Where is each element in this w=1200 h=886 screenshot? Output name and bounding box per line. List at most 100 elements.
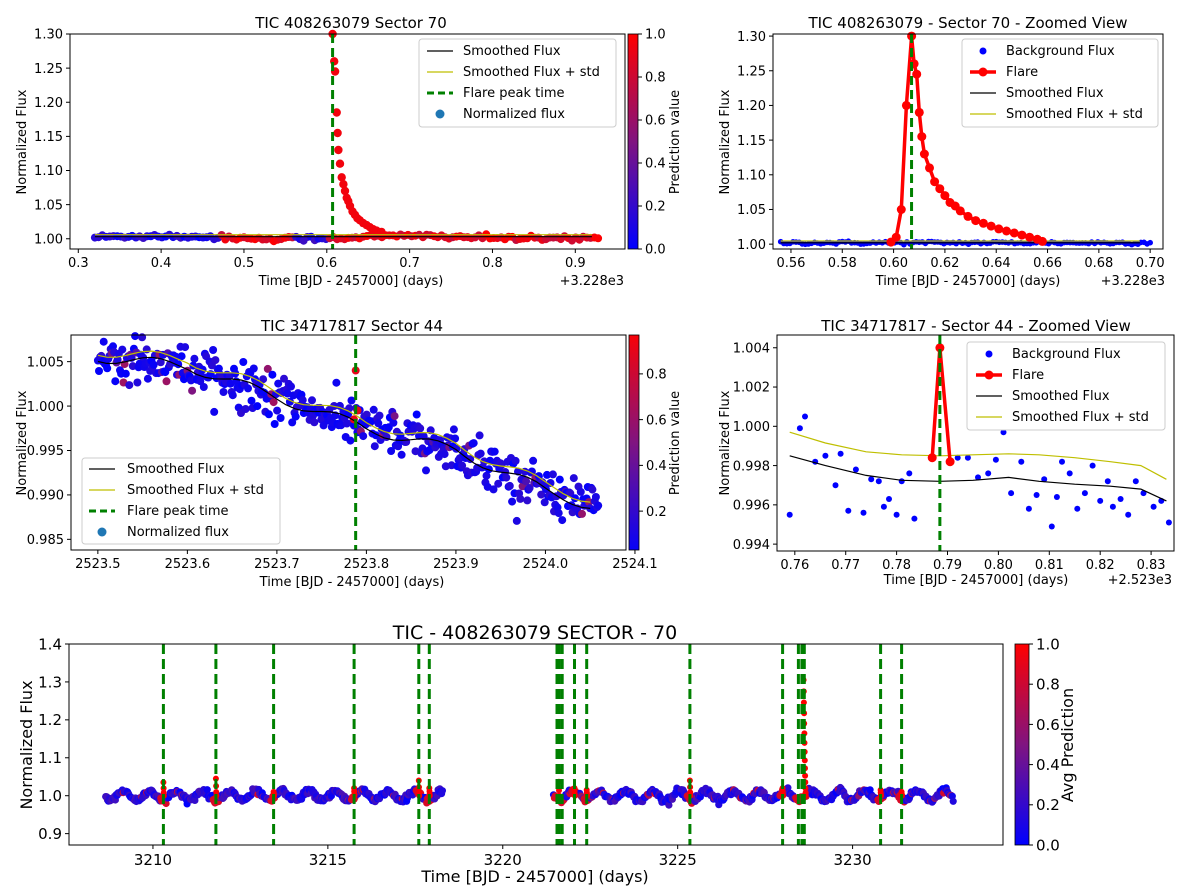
flare-point — [270, 788, 277, 795]
background-point — [1033, 492, 1040, 498]
data-point — [543, 470, 551, 479]
data-point — [525, 484, 534, 492]
data-point — [287, 382, 295, 391]
data-point — [210, 407, 219, 416]
background-point — [1053, 494, 1060, 500]
panel-flare-overview-sector44: TIC 34717817 Sector 44 Normalized Flux T… — [15, 317, 683, 590]
data-point — [276, 414, 285, 422]
chart-title: TIC 408263079 - Sector 70 - Zoomed View — [807, 14, 1127, 32]
background-point — [1018, 458, 1025, 465]
data-point — [244, 384, 252, 393]
x-axis-label: Time [BJD - 2457000] (days) — [258, 274, 444, 289]
data-point — [449, 425, 458, 434]
plot-frame — [776, 334, 1175, 552]
legend-label: Smoothed Flux + std — [1006, 107, 1143, 122]
colorbar-tick-label: 0.6 — [646, 413, 667, 428]
background-point — [1165, 519, 1172, 526]
background-point — [898, 478, 905, 485]
smoothed-flux-line — [789, 455, 1167, 502]
background-point — [985, 470, 992, 477]
flare-point — [914, 107, 924, 117]
data-point — [375, 411, 384, 420]
data-point — [310, 418, 319, 427]
background-point — [1059, 458, 1065, 465]
background-point — [1041, 476, 1048, 483]
data-point — [540, 498, 549, 507]
data-point — [103, 364, 112, 373]
legend-swatch-flare-marker — [984, 370, 994, 380]
flare-point — [919, 149, 929, 159]
data-point — [347, 396, 356, 405]
panel-flare-zoom-sector70: TIC 408263079 - Sector 70 - Zoomed View … — [718, 14, 1165, 289]
data-point — [332, 378, 341, 387]
smoothed-flux-std-line — [97, 350, 591, 503]
data-point — [273, 406, 282, 415]
y-tick-label: 1.30 — [34, 28, 63, 43]
colorbar-tick-label: 0.4 — [1036, 756, 1060, 774]
background-point — [992, 456, 999, 463]
data-point — [394, 442, 403, 451]
data-point — [143, 374, 152, 383]
x-tick-label: 3220 — [484, 851, 522, 869]
y-tick-label: 0.994 — [733, 538, 770, 553]
background-point — [954, 454, 961, 461]
data-point — [458, 461, 467, 470]
data-point — [211, 356, 220, 365]
x-axis-label: Time [BJD - 2457000] (days) — [259, 575, 445, 590]
data-point — [484, 465, 493, 474]
background-point — [832, 482, 839, 489]
flare-point — [898, 788, 905, 795]
background-point — [1081, 490, 1088, 497]
flare-point — [337, 173, 346, 182]
data-point — [516, 494, 525, 503]
chart-title: TIC 408263079 Sector 70 — [254, 14, 447, 32]
flare-point — [935, 184, 945, 194]
flare-point — [340, 186, 350, 196]
flare-point — [971, 216, 981, 226]
data-point — [288, 418, 297, 427]
x-tick-label: 0.56 — [776, 256, 805, 271]
panel-flare-zoom-sector44: TIC 34717817 - Sector 44 - Zoomed View N… — [718, 317, 1175, 588]
data-point — [191, 796, 199, 805]
y-axis-label: Normalized Flux — [17, 680, 36, 809]
data-point — [505, 481, 514, 490]
x-tick-label: 0.6 — [316, 256, 337, 271]
data-point — [390, 412, 399, 421]
colorbar-tick-label: 0.0 — [1036, 836, 1060, 854]
background-point — [1025, 505, 1032, 512]
x-tick-label: 2523.6 — [165, 557, 211, 572]
x-tick-label: 3215 — [309, 851, 347, 869]
flare-point — [1002, 226, 1011, 236]
background-point — [975, 474, 981, 481]
legend-label: Smoothed Flux + std — [127, 483, 264, 498]
data-point — [156, 358, 165, 367]
legend-swatch-flare-marker — [978, 67, 988, 77]
data-point — [188, 386, 197, 395]
background-point — [860, 509, 867, 516]
x-tick-label: 0.82 — [1086, 558, 1115, 573]
plot-frame — [772, 33, 1164, 250]
flare-point — [687, 789, 694, 796]
background-point — [822, 452, 829, 459]
background-point — [875, 478, 882, 485]
background-point — [786, 511, 793, 518]
data-point — [665, 801, 673, 809]
data-point — [569, 474, 578, 483]
legend-swatch-background — [985, 350, 993, 358]
y-tick-label: 1.000 — [27, 400, 64, 415]
x-tick-label: 0.83 — [1137, 558, 1166, 573]
data-point — [419, 432, 428, 441]
smoothed-flux-line — [97, 356, 591, 509]
data-point — [274, 379, 283, 388]
data-point — [591, 493, 600, 501]
flare-point — [927, 453, 937, 463]
data-point — [198, 365, 207, 374]
y-tick-label: 1.2 — [38, 711, 62, 729]
background-point — [1150, 503, 1157, 510]
colorbar-tick-label: 0.6 — [1036, 716, 1060, 734]
y-tick-label: 1.000 — [733, 420, 770, 435]
data-point — [476, 449, 485, 458]
y-tick-label: 1.005 — [27, 355, 64, 370]
colorbar-label: Prediction value — [668, 391, 683, 495]
y-tick-label: 0.985 — [27, 533, 64, 548]
